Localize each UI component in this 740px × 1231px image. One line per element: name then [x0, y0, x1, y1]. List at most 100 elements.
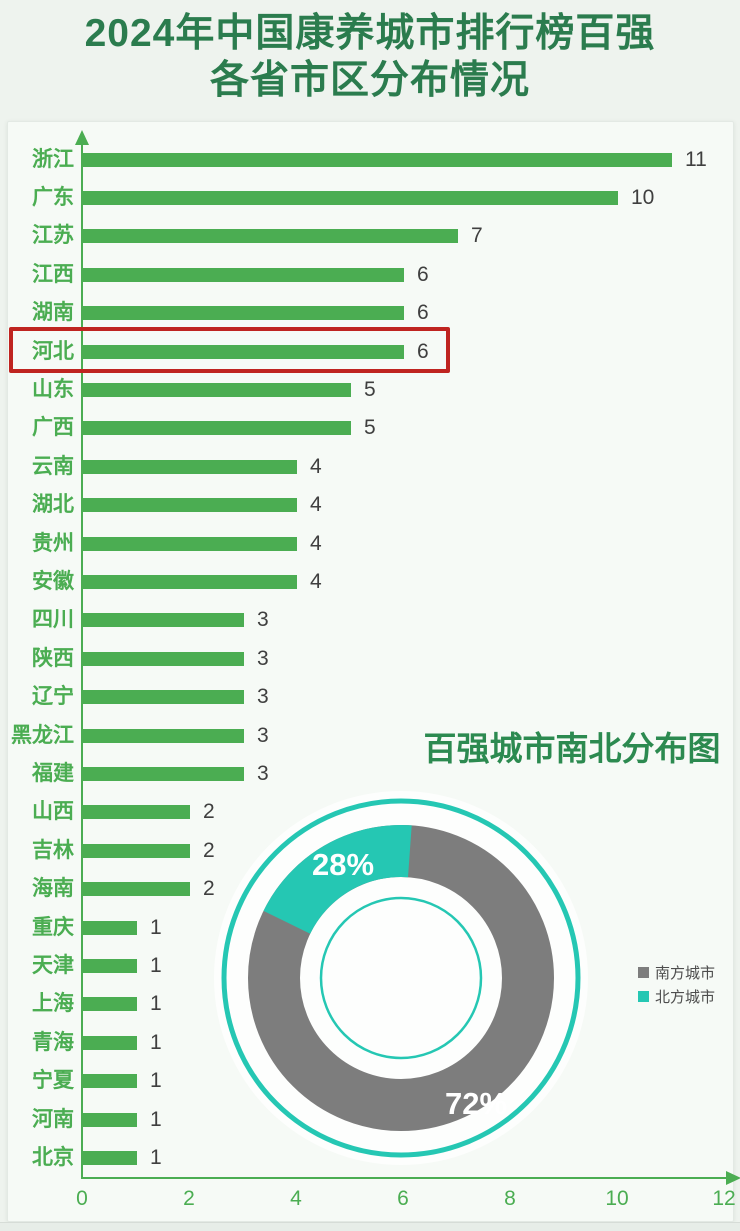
value-label: 11 [685, 148, 707, 171]
bar [83, 882, 190, 896]
category-label: 上海 [32, 992, 74, 1015]
donut-label-north-pct: 28% [312, 847, 374, 882]
category-label: 河北 [32, 340, 74, 363]
value-label: 1 [150, 1108, 162, 1131]
bar [83, 690, 244, 704]
category-label: 河南 [32, 1108, 74, 1131]
bar-row: 河南 1 [8, 1101, 735, 1139]
x-tick-label: 0 [76, 1187, 88, 1210]
bar-row: 上海 1 [8, 985, 735, 1023]
category-label: 青海 [32, 1031, 74, 1054]
value-label: 1 [150, 916, 162, 939]
bar [83, 1074, 137, 1088]
value-label: 1 [150, 954, 162, 977]
bar-row: 陕西 3 [8, 640, 735, 678]
value-label: 1 [150, 1069, 162, 1092]
value-label: 1 [150, 1146, 162, 1169]
donut-slice-north [263, 825, 412, 934]
bar-row: 广东 10 [8, 179, 735, 217]
x-axis-line [81, 1177, 727, 1179]
legend-item: 南方城市 [638, 960, 715, 984]
category-label: 吉林 [32, 839, 74, 862]
bar [83, 844, 190, 858]
category-label: 山东 [32, 378, 74, 401]
value-label: 6 [417, 263, 429, 286]
value-label: 3 [257, 724, 269, 747]
category-label: 湖北 [32, 493, 74, 516]
category-label: 海南 [32, 877, 74, 900]
category-label: 浙江 [32, 148, 74, 171]
bar-row: 江西 6 [8, 256, 735, 294]
bar [83, 345, 404, 359]
value-label: 4 [310, 493, 322, 516]
legend-item: 北方城市 [638, 984, 715, 1008]
value-label: 2 [203, 839, 215, 862]
value-label: 3 [257, 608, 269, 631]
bar-row: 吉林 2 [8, 832, 735, 870]
bar [83, 921, 137, 935]
bar-row: 重庆 1 [8, 909, 735, 947]
inset-chart-title: 百强城市南北分布图 [423, 730, 721, 767]
category-label: 重庆 [32, 916, 74, 939]
value-label: 1 [150, 992, 162, 1015]
bar-row: 河北 6 [8, 333, 735, 371]
x-tick-label: 2 [183, 1187, 195, 1210]
bar-row: 北京 1 [8, 1139, 735, 1177]
value-label: 1 [150, 1031, 162, 1054]
value-label: 10 [631, 186, 655, 209]
legend-swatch-icon [638, 966, 649, 978]
category-label: 黑龙江 [11, 724, 74, 747]
value-label: 3 [257, 762, 269, 785]
x-tick-label: 4 [290, 1187, 302, 1210]
value-label: 6 [417, 340, 429, 363]
bar [83, 191, 618, 205]
x-tick-label: 12 [712, 1187, 736, 1210]
donut-inner-ring [319, 896, 483, 1060]
legend-label: 南方城市 [655, 964, 716, 982]
bar-row: 浙江 11 [8, 141, 735, 179]
category-label: 安徽 [32, 570, 74, 593]
donut-chart: 28% 72% [214, 791, 588, 1165]
category-label: 贵州 [32, 532, 74, 555]
x-tick-label: 6 [397, 1187, 409, 1210]
value-label: 5 [364, 378, 376, 401]
bar-row: 湖北 4 [8, 486, 735, 524]
value-label: 4 [310, 570, 322, 593]
bar-row: 福建 3 [8, 755, 735, 793]
category-label: 陕西 [32, 647, 74, 670]
value-label: 4 [310, 532, 322, 555]
bar [83, 383, 351, 397]
bar [83, 997, 137, 1011]
bar [83, 1151, 137, 1165]
bar-row: 山东 5 [8, 371, 735, 409]
value-label: 3 [257, 647, 269, 670]
category-label: 湖南 [32, 301, 74, 324]
bar [83, 306, 404, 320]
bar-row: 广西 5 [8, 409, 735, 447]
bar-row: 辽宁 3 [8, 678, 735, 716]
bar-row: 山西 2 [8, 793, 735, 831]
bar [83, 460, 297, 474]
value-label: 2 [203, 800, 215, 823]
bar [83, 767, 244, 781]
bar [83, 729, 244, 743]
bar [83, 959, 137, 973]
category-label: 四川 [32, 608, 74, 631]
category-label: 江苏 [32, 224, 74, 247]
bar-row: 海南 2 [8, 870, 735, 908]
page-title-line1: 2024年中国康养城市排行榜百强 [84, 12, 656, 55]
y-axis-line [81, 144, 83, 1179]
bar [83, 498, 297, 512]
legend-swatch-icon [638, 990, 649, 1002]
bar [83, 421, 351, 435]
value-label: 5 [364, 416, 376, 439]
bar-row: 青海 1 [8, 1024, 735, 1062]
bar [83, 575, 297, 589]
x-tick-label: 10 [605, 1187, 629, 1210]
bar [83, 1036, 137, 1050]
value-label: 3 [257, 685, 269, 708]
bar [83, 613, 244, 627]
highlight-box-hebei [9, 327, 450, 373]
bar [83, 268, 404, 282]
category-label: 辽宁 [32, 685, 74, 708]
